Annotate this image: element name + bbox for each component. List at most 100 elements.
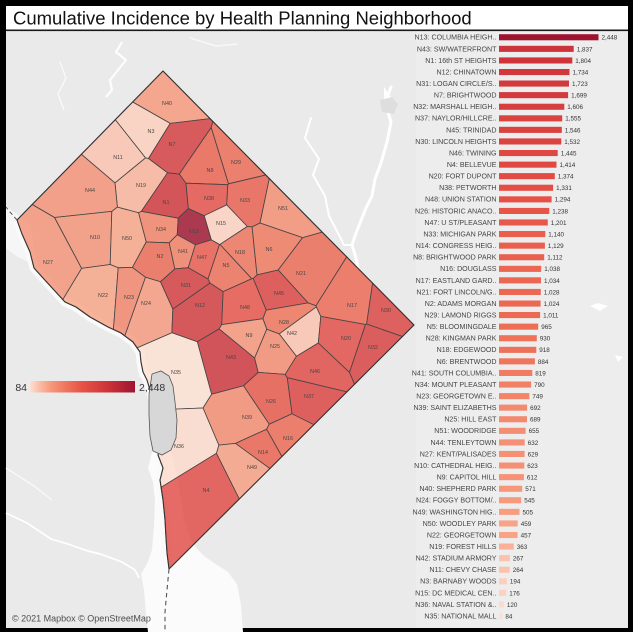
svg-text:2,448: 2,448 bbox=[139, 382, 165, 394]
svg-text:N11: CHEVY CHASE: N11: CHEVY CHASE bbox=[429, 566, 496, 574]
svg-text:623: 623 bbox=[527, 463, 538, 470]
svg-text:N12: CHINATOWN: N12: CHINATOWN bbox=[436, 68, 496, 76]
svg-text:N33: N33 bbox=[240, 198, 250, 204]
svg-text:N18: N18 bbox=[235, 250, 245, 256]
svg-text:N35: NATIONAL MALL: N35: NATIONAL MALL bbox=[424, 612, 496, 620]
svg-text:N31: LOGAN CIRCLE/S..: N31: LOGAN CIRCLE/S.. bbox=[416, 80, 496, 88]
svg-text:459: 459 bbox=[521, 521, 532, 528]
svg-text:N8: N8 bbox=[207, 168, 214, 174]
svg-text:629: 629 bbox=[528, 451, 539, 458]
svg-text:N5: N5 bbox=[223, 263, 230, 269]
svg-text:1,723: 1,723 bbox=[572, 81, 588, 88]
svg-text:N39: N39 bbox=[242, 415, 252, 421]
svg-text:749: 749 bbox=[532, 394, 543, 401]
svg-text:N6: N6 bbox=[266, 247, 273, 253]
svg-text:N15: DC MEDICAL CEN..: N15: DC MEDICAL CEN.. bbox=[415, 589, 496, 597]
svg-text:N3: N3 bbox=[148, 129, 155, 135]
svg-text:790: 790 bbox=[534, 382, 545, 389]
svg-text:N51: N51 bbox=[278, 206, 288, 212]
svg-text:N2: ADAMS MORGAN: N2: ADAMS MORGAN bbox=[425, 300, 497, 308]
svg-text:689: 689 bbox=[530, 417, 541, 424]
svg-text:N1: 16th ST HEIGHTS: N1: 16th ST HEIGHTS bbox=[425, 57, 496, 65]
svg-text:N9: N9 bbox=[246, 333, 253, 339]
svg-text:N25: N25 bbox=[270, 344, 280, 350]
svg-text:1,112: 1,112 bbox=[547, 255, 563, 262]
svg-text:N6: BRENTWOOD: N6: BRENTWOOD bbox=[437, 358, 497, 366]
svg-text:N17: EASTLAND GARD..: N17: EASTLAND GARD.. bbox=[416, 277, 497, 285]
svg-text:N44: TENLEYTOWN: N44: TENLEYTOWN bbox=[431, 439, 497, 447]
svg-text:1,804: 1,804 bbox=[575, 58, 591, 65]
svg-text:N46: TWINING: N46: TWINING bbox=[449, 150, 497, 158]
svg-text:N21: N21 bbox=[296, 271, 306, 277]
svg-text:1,606: 1,606 bbox=[567, 104, 583, 111]
svg-text:918: 918 bbox=[539, 347, 550, 354]
svg-text:N20: N20 bbox=[341, 336, 351, 342]
svg-text:N46: N46 bbox=[310, 369, 320, 375]
svg-text:1,034: 1,034 bbox=[544, 278, 560, 285]
svg-text:571: 571 bbox=[525, 486, 536, 493]
svg-text:N11: N11 bbox=[113, 155, 123, 161]
svg-text:N41: SOUTH COLUMBIA..: N41: SOUTH COLUMBIA.. bbox=[412, 369, 497, 377]
svg-text:N27: KENT/PALISADES: N27: KENT/PALISADES bbox=[420, 450, 497, 458]
svg-text:N43: N43 bbox=[226, 355, 236, 361]
svg-text:N16: DOUGLASS: N16: DOUGLASS bbox=[440, 265, 497, 273]
svg-text:N10: N10 bbox=[90, 235, 100, 241]
svg-text:N29: N29 bbox=[231, 160, 241, 166]
svg-text:N22: N22 bbox=[98, 293, 108, 299]
svg-text:N40: N40 bbox=[162, 101, 172, 107]
svg-text:655: 655 bbox=[529, 428, 540, 435]
svg-text:264: 264 bbox=[513, 567, 524, 574]
svg-text:N7: BRIGHTWOOD: N7: BRIGHTWOOD bbox=[434, 92, 497, 100]
svg-text:176: 176 bbox=[509, 590, 520, 597]
svg-text:N7: N7 bbox=[169, 142, 176, 148]
svg-text:N13: N13 bbox=[189, 229, 199, 235]
svg-text:1,555: 1,555 bbox=[565, 116, 581, 123]
svg-text:819: 819 bbox=[535, 370, 546, 377]
svg-text:N29: LAMOND RIGGS: N29: LAMOND RIGGS bbox=[424, 312, 496, 320]
svg-text:N9: CAPITOL HILL: N9: CAPITOL HILL bbox=[437, 474, 497, 482]
svg-text:N33: MICHIGAN PARK: N33: MICHIGAN PARK bbox=[423, 231, 496, 239]
svg-text:N43: SW/WATERFRONT: N43: SW/WATERFRONT bbox=[417, 45, 497, 53]
svg-text:N41: N41 bbox=[178, 249, 188, 255]
svg-text:1,445: 1,445 bbox=[561, 151, 577, 158]
svg-text:1,038: 1,038 bbox=[544, 266, 560, 273]
svg-text:N44: N44 bbox=[85, 188, 95, 194]
svg-text:N23: N23 bbox=[124, 295, 134, 301]
svg-text:1,699: 1,699 bbox=[571, 93, 587, 100]
svg-text:965: 965 bbox=[541, 324, 552, 331]
svg-text:N4: BELLEVUE: N4: BELLEVUE bbox=[447, 161, 497, 169]
svg-text:N37: N37 bbox=[304, 394, 314, 400]
svg-text:N32: MARSHALL HEIGH..: N32: MARSHALL HEIGH.. bbox=[413, 103, 496, 111]
svg-text:884: 884 bbox=[538, 359, 549, 366]
svg-text:N49: N49 bbox=[247, 465, 257, 471]
svg-text:N25: HILL EAST: N25: HILL EAST bbox=[444, 416, 497, 424]
svg-text:N20: FORT DUPONT: N20: FORT DUPONT bbox=[429, 173, 498, 181]
svg-text:1,028: 1,028 bbox=[544, 289, 560, 296]
svg-text:N26: HISTORIC ANACO..: N26: HISTORIC ANACO.. bbox=[415, 207, 496, 215]
svg-text:N12: N12 bbox=[195, 303, 205, 309]
svg-text:N18: EDGEWOOD: N18: EDGEWOOD bbox=[437, 346, 497, 354]
svg-text:N40: SHEPHERD PARK: N40: SHEPHERD PARK bbox=[419, 485, 496, 493]
svg-text:930: 930 bbox=[540, 336, 551, 343]
svg-text:363: 363 bbox=[517, 544, 528, 551]
svg-text:N8: BRIGHTWOOD PARK: N8: BRIGHTWOOD PARK bbox=[413, 254, 497, 262]
svg-text:545: 545 bbox=[524, 498, 535, 505]
svg-text:194: 194 bbox=[510, 579, 521, 586]
svg-text:1,011: 1,011 bbox=[543, 313, 559, 320]
svg-text:1,546: 1,546 bbox=[565, 127, 581, 134]
svg-text:N3: BARNABY WOODS: N3: BARNABY WOODS bbox=[420, 578, 497, 586]
svg-text:84: 84 bbox=[15, 382, 27, 394]
svg-text:N30: N30 bbox=[381, 308, 391, 314]
svg-text:N31: N31 bbox=[181, 283, 191, 289]
svg-text:N39: SAINT ELIZABETHS: N39: SAINT ELIZABETHS bbox=[413, 404, 496, 412]
svg-text:1,414: 1,414 bbox=[560, 162, 576, 169]
svg-text:N35: N35 bbox=[171, 370, 181, 376]
svg-text:1,294: 1,294 bbox=[555, 197, 571, 204]
svg-text:N26: N26 bbox=[266, 399, 276, 405]
svg-text:N28: KINGMAN PARK: N28: KINGMAN PARK bbox=[426, 335, 497, 343]
svg-text:N36: NAVAL STATION &..: N36: NAVAL STATION &.. bbox=[415, 601, 496, 609]
svg-text:2,448: 2,448 bbox=[602, 35, 618, 42]
svg-text:N27: N27 bbox=[43, 260, 53, 266]
svg-text:N32: N32 bbox=[368, 345, 378, 351]
svg-text:457: 457 bbox=[521, 532, 532, 539]
